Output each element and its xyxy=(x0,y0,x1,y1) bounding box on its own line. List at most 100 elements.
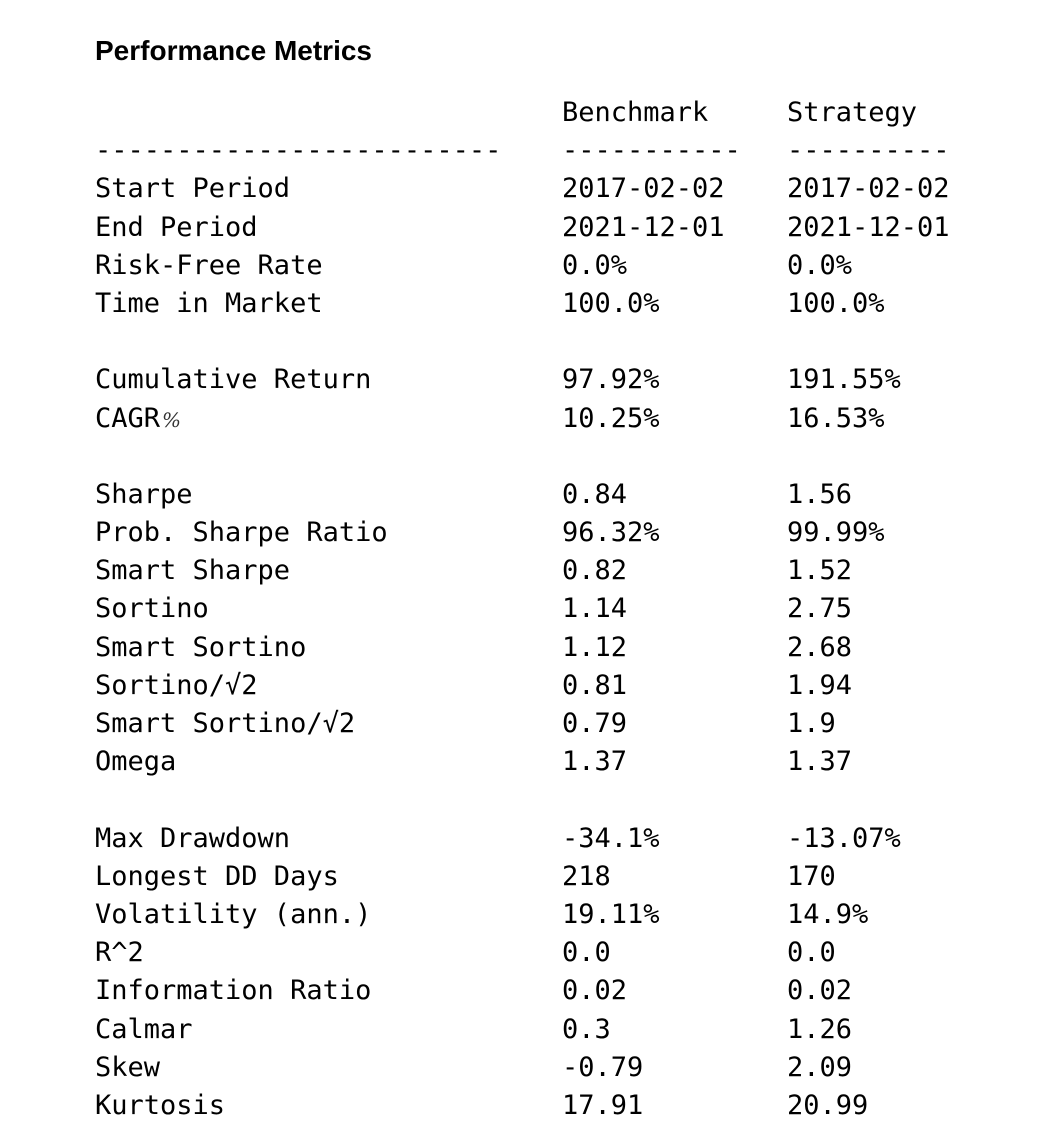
metric-label: Sharpe xyxy=(95,478,193,510)
benchmark-value: 97.92% xyxy=(562,364,660,396)
strategy-value: 0.02 xyxy=(787,975,853,1007)
benchmark-value: 100.0% xyxy=(562,287,660,319)
metric-label: Time in Market xyxy=(95,287,323,319)
header-strategy: Strategy xyxy=(787,97,918,128)
benchmark-value: 96.32% xyxy=(562,517,660,549)
table-row: Skew -0.79 2.09 xyxy=(95,1049,852,1087)
benchmark-value: 0.02 xyxy=(562,975,628,1007)
table-row: Smart Sortino 1.12 2.68 xyxy=(95,629,852,667)
separator-metric: ------------------------- xyxy=(95,135,502,167)
strategy-value: 1.9 xyxy=(787,708,836,739)
metric-name: Kurtosis xyxy=(95,1087,225,1125)
table-row: Risk-Free Rate 0.0% 0.0% xyxy=(95,247,852,285)
table-row: Smart Sharpe 0.82 1.52 xyxy=(95,552,852,590)
strategy-value: 20.99 xyxy=(787,1089,869,1121)
table-row: Omega 1.37 1.37 xyxy=(95,743,852,781)
metric-label: Skew xyxy=(95,1051,161,1083)
metric-name: Skew xyxy=(95,1049,160,1087)
metric-name: Smart Sortino xyxy=(95,629,306,667)
benchmark-value: 0.82 xyxy=(562,555,628,587)
metric-label: Calmar xyxy=(95,1013,193,1045)
benchmark-value: 0.0 xyxy=(562,937,611,969)
metric-label: End Period xyxy=(95,211,258,243)
metric-suffix: % xyxy=(162,407,182,432)
strategy-value: 1.26 xyxy=(787,1013,853,1045)
group-spacer xyxy=(95,781,193,819)
metric-label: Information Ratio xyxy=(95,975,372,1007)
strategy-value: 0.0% xyxy=(787,249,853,281)
metric-label: Omega xyxy=(95,746,177,778)
table-row: Sortino/√2 0.81 1.94 xyxy=(95,667,852,705)
benchmark-value: 0.3 xyxy=(562,1013,611,1045)
separator-benchmark: ----------- xyxy=(562,135,741,167)
benchmark-value: 1.12 xyxy=(562,631,628,663)
metric-name: Max Drawdown xyxy=(95,820,290,858)
metric-name: Smart Sortino/√2 xyxy=(95,705,355,743)
separator-strategy: ---------- xyxy=(787,135,950,167)
metric-label: Max Drawdown xyxy=(95,822,291,854)
metric-name: R^2 xyxy=(95,934,144,972)
metric-name: Prob. Sharpe Ratio xyxy=(95,514,388,552)
table-row: Smart Sortino/√2 0.79 1.9 xyxy=(95,705,836,743)
table-row: R^2 0.0 0.0 xyxy=(95,934,836,972)
metric-label: Longest DD Days xyxy=(95,860,339,892)
benchmark-value: 0.84 xyxy=(562,478,628,510)
metric-name: Start Period xyxy=(95,170,290,208)
table-row: Kurtosis 17.91 20.99 xyxy=(95,1087,868,1125)
strategy-value: 1.94 xyxy=(787,669,853,701)
table-row: End Period 2021-12-01 2021-12-01 xyxy=(95,209,950,247)
metric-label: Risk-Free Rate xyxy=(95,249,323,281)
table-row: Longest DD Days 218 170 xyxy=(95,858,836,896)
strategy-value: 99.99% xyxy=(787,517,885,549)
metric-label: Start Period xyxy=(95,173,291,205)
strategy-value: 2017-02-02 xyxy=(787,173,950,205)
group-spacer xyxy=(95,438,193,476)
metric-label: Prob. Sharpe Ratio xyxy=(95,517,388,549)
metric-name: Cumulative Return xyxy=(95,361,371,399)
metric-label: Cumulative Return xyxy=(95,364,372,396)
strategy-value: 0.0 xyxy=(787,937,836,969)
table-row: Cumulative Return 97.92% 191.55% xyxy=(95,361,901,399)
benchmark-value: 10.25% xyxy=(562,402,660,434)
metric-name: Sortino xyxy=(95,590,209,628)
strategy-value: 170 xyxy=(787,860,836,892)
benchmark-value: 218 xyxy=(562,860,611,892)
benchmark-value: 1.14 xyxy=(562,593,628,625)
metric-label: R^2 xyxy=(95,937,144,969)
metric-label: Smart Sortino xyxy=(95,631,307,663)
strategy-value: 191.55% xyxy=(787,364,901,396)
metric-name: Information Ratio xyxy=(95,972,371,1010)
metric-name: Calmar xyxy=(95,1011,193,1049)
benchmark-value: 2017-02-02 xyxy=(562,173,725,205)
page-title: Performance Metrics xyxy=(95,35,373,66)
benchmark-value: 0.81 xyxy=(562,669,628,701)
metric-label: Sortino/√2 xyxy=(95,669,258,701)
metric-label: Volatility (ann.) xyxy=(95,898,372,930)
metric-name: Omega xyxy=(95,743,176,781)
strategy-value: 16.53% xyxy=(787,402,885,434)
table-row: Sortino 1.14 2.75 xyxy=(95,590,852,628)
benchmark-value: 0.0% xyxy=(562,249,628,281)
metric-label: Sortino xyxy=(95,593,209,625)
strategy-value: 1.52 xyxy=(787,555,853,587)
benchmark-value: 2021-12-01 xyxy=(562,211,725,243)
table-row: Max Drawdown -34.1% -13.07% xyxy=(95,820,901,858)
strategy-value: 1.37 xyxy=(787,746,853,778)
table-row: Calmar 0.3 1.26 xyxy=(95,1011,852,1049)
metrics-table: Benchmark Strategy ---------------------… xyxy=(95,94,950,1125)
metric-name: Smart Sharpe xyxy=(95,552,290,590)
group-spacer xyxy=(95,323,193,361)
strategy-value: 2.09 xyxy=(787,1051,853,1083)
header-benchmark: Benchmark xyxy=(562,97,709,128)
benchmark-value: 1.37 xyxy=(562,746,628,778)
metric-label: Kurtosis xyxy=(95,1089,226,1121)
metric-name: Sortino/√2 xyxy=(95,667,258,705)
metric-name: Risk-Free Rate xyxy=(95,247,323,285)
metric-name: End Period xyxy=(95,209,258,247)
strategy-value: 2021-12-01 xyxy=(787,211,950,243)
table-row: Volatility (ann.) 19.11% 14.9% xyxy=(95,896,868,934)
benchmark-value: 19.11% xyxy=(562,898,660,930)
strategy-value: 2.75 xyxy=(787,593,853,625)
benchmark-value: 17.91 xyxy=(562,1089,644,1121)
benchmark-value: 0.79 xyxy=(562,708,628,739)
